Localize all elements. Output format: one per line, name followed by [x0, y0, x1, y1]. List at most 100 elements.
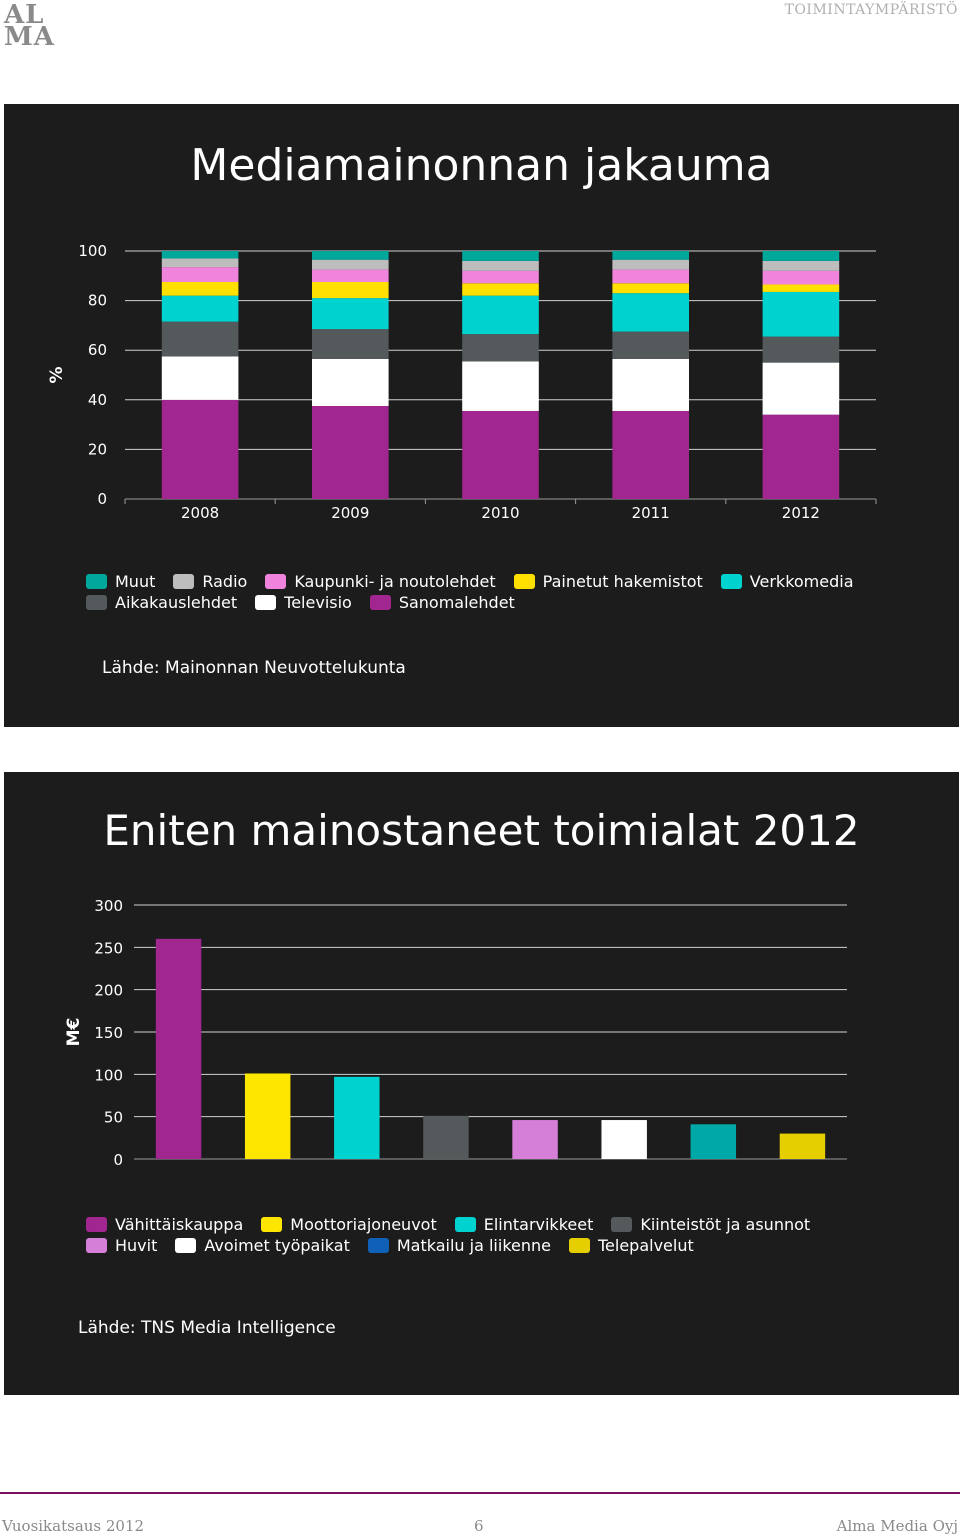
footer-right: Alma Media Oyj: [836, 1517, 958, 1535]
bar-segment-televisio-2009: [311, 358, 389, 406]
y-axis-label: M€: [64, 1018, 84, 1047]
bar-vahittaiskauppa: [155, 938, 202, 1159]
legend-swatch: [454, 1217, 476, 1232]
y-tick-label: 20: [88, 440, 107, 458]
y-tick-label: 300: [94, 897, 123, 915]
legend-item-sanomalehdet: Sanomalehdet: [369, 593, 515, 612]
legend-label: Aikakauslehdet: [115, 593, 238, 612]
legend-swatch: [265, 574, 287, 589]
legend-label: Kiinteistöt ja asunnot: [640, 1215, 811, 1234]
legend-swatch: [720, 574, 742, 589]
bar-segment-radio-2010: [462, 260, 539, 271]
bar-segment-verkkomedia-2009: [311, 298, 389, 330]
legend-item-painetut-hakemistot: Painetut hakemistot: [513, 572, 703, 591]
bar-telepalvelut: [779, 1133, 826, 1159]
media-share-chart-panel: Mediamainonnan jakauma 0 20 40 60 80 100% 2008…: [4, 104, 959, 727]
bar-segment-aikakauslehdet-2008: [161, 321, 239, 357]
x-tick-label: 2011: [632, 504, 670, 522]
x-tick-label: 2008: [181, 504, 219, 522]
legend-item-moottoriajoneuvot: Moottoriajoneuvot: [261, 1215, 437, 1234]
bar-segment-verkkomedia-2011: [612, 293, 690, 332]
bar-segment-kaupunki-ja-noutolehdet-2008: [161, 267, 239, 282]
legend-label: Sanomalehdet: [398, 593, 515, 612]
legend-swatch: [255, 595, 277, 610]
legend-item-muut: Muut: [86, 572, 155, 591]
bar-segment-televisio-2010: [462, 361, 539, 411]
y-tick-label: 80: [88, 292, 107, 310]
x-tick-label: 2009: [331, 504, 369, 522]
bar-segment-radio-2012: [762, 260, 840, 271]
legend-label: Kaupunki- ja noutolehdet: [294, 572, 496, 591]
legend-item-matkailu-ja-liikenne: Matkailu ja liikenne: [367, 1236, 551, 1255]
bar-segment-kaupunki-ja-noutolehdet-2010: [462, 270, 539, 284]
bar-segment-muut-2011: [612, 251, 690, 260]
y-tick-label: 100: [78, 242, 107, 260]
bar-segment-sanomalehdet-2009: [311, 406, 389, 499]
legend-item-televisio: Televisio: [255, 593, 352, 612]
bar-segment-aikakauslehdet-2012: [762, 336, 840, 363]
bar-segment-muut-2009: [311, 251, 389, 260]
legend-swatch: [513, 574, 535, 589]
bar-segment-sanomalehdet-2008: [161, 399, 239, 499]
legend-swatch: [86, 1238, 107, 1253]
legend-label: Avoimet työpaikat: [204, 1236, 350, 1255]
page-number: 6: [474, 1517, 484, 1535]
legend-label: Verkkomedia: [749, 572, 854, 591]
legend-label: Vähittäiskauppa: [115, 1215, 244, 1234]
legend-label: Matkailu ja liikenne: [396, 1236, 551, 1255]
chart-source: Lähde: TNS Media Intelligence: [78, 1318, 336, 1338]
bar-segment-painetut-hakemistot-2010: [462, 283, 539, 296]
legend-item-telepalvelut: Telepalvelut: [568, 1236, 694, 1255]
alma-logo: AL MA: [4, 0, 55, 50]
bar-matkailu-ja-liikenne: [690, 1124, 737, 1159]
top-industries-chart-panel: Eniten mainostaneet toimialat 2012 0 50 10…: [4, 772, 959, 1395]
legend-swatch: [367, 1238, 389, 1253]
legend-item-vahittaiskauppa: Vähittäiskauppa: [86, 1215, 243, 1234]
y-tick-label: 150: [94, 1024, 123, 1042]
legend-item-aikakauslehdet: Aikakauslehdet: [86, 593, 237, 612]
y-axis-label: %: [47, 366, 67, 383]
footer-rule: [0, 1492, 960, 1494]
y-tick-label: 250: [94, 939, 123, 957]
legend-swatch: [175, 1238, 197, 1253]
legend-item-verkkomedia: Verkkomedia: [720, 572, 854, 591]
bar-segment-kaupunki-ja-noutolehdet-2012: [762, 270, 840, 285]
bar-segment-verkkomedia-2012: [762, 291, 840, 337]
logo-line-1: AL: [4, 0, 45, 30]
bar-segment-aikakauslehdet-2011: [612, 331, 690, 359]
legend-swatch: [611, 1217, 633, 1232]
bar-segment-sanomalehdet-2011: [612, 410, 690, 499]
section-label: TOIMINTAYMPÄRISTÖ: [784, 2, 958, 18]
y-tick-label: 100: [94, 1066, 123, 1084]
legend-swatch: [86, 1217, 107, 1232]
bar-segment-televisio-2012: [762, 362, 840, 415]
chart-title: Eniten mainostaneet toimialat 2012: [103, 806, 860, 855]
bar-segment-aikakauslehdet-2009: [311, 329, 389, 359]
legend-swatch: [86, 595, 107, 610]
legend-row2: Huvit Avoimet työpaikat Matkailu ja liiken…: [86, 1235, 828, 1256]
bar-segment-muut-2008: [161, 251, 239, 259]
legend-swatch: [86, 574, 107, 589]
bar-segment-aikakauslehdet-2010: [462, 334, 539, 362]
bar-segment-verkkomedia-2008: [161, 295, 239, 322]
legend-item-kaupunki-ja-noutolehdet: Kaupunki- ja noutolehdet: [265, 572, 496, 591]
top-industries-legend: Vähittäiskauppa Moottoriajoneuvot Elintarv…: [86, 1214, 828, 1256]
bar-moottoriajoneuvot: [244, 1073, 291, 1159]
bar-elintarvikkeet: [334, 1076, 380, 1159]
legend-swatch: [568, 1238, 590, 1253]
legend-item-radio: Radio: [173, 572, 247, 591]
bar-segment-radio-2009: [311, 259, 389, 270]
legend-item-elintarvikkeet: Elintarvikkeet: [454, 1215, 594, 1234]
top-industries-chart: 0 50 100 150 200 250 300 M€: [64, 897, 847, 1169]
legend-label: Elintarvikkeet: [483, 1215, 594, 1234]
legend-label: Moottoriajoneuvot: [290, 1215, 437, 1234]
bar-segment-painetut-hakemistot-2011: [612, 283, 690, 294]
legend-swatch: [261, 1217, 283, 1232]
chart-title: Mediamainonnan jakauma: [190, 140, 773, 191]
bar-segment-muut-2012: [762, 251, 840, 261]
bar-avoimet-tyopaikat: [601, 1120, 647, 1159]
legend-label: Painetut hakemistot: [542, 572, 703, 591]
legend-row1: Vähittäiskauppa Moottoriajoneuvot Elintarv…: [86, 1214, 828, 1235]
bar-kiinteistot-ja-asunnot: [423, 1115, 469, 1159]
x-tick-label: 2012: [782, 504, 820, 522]
